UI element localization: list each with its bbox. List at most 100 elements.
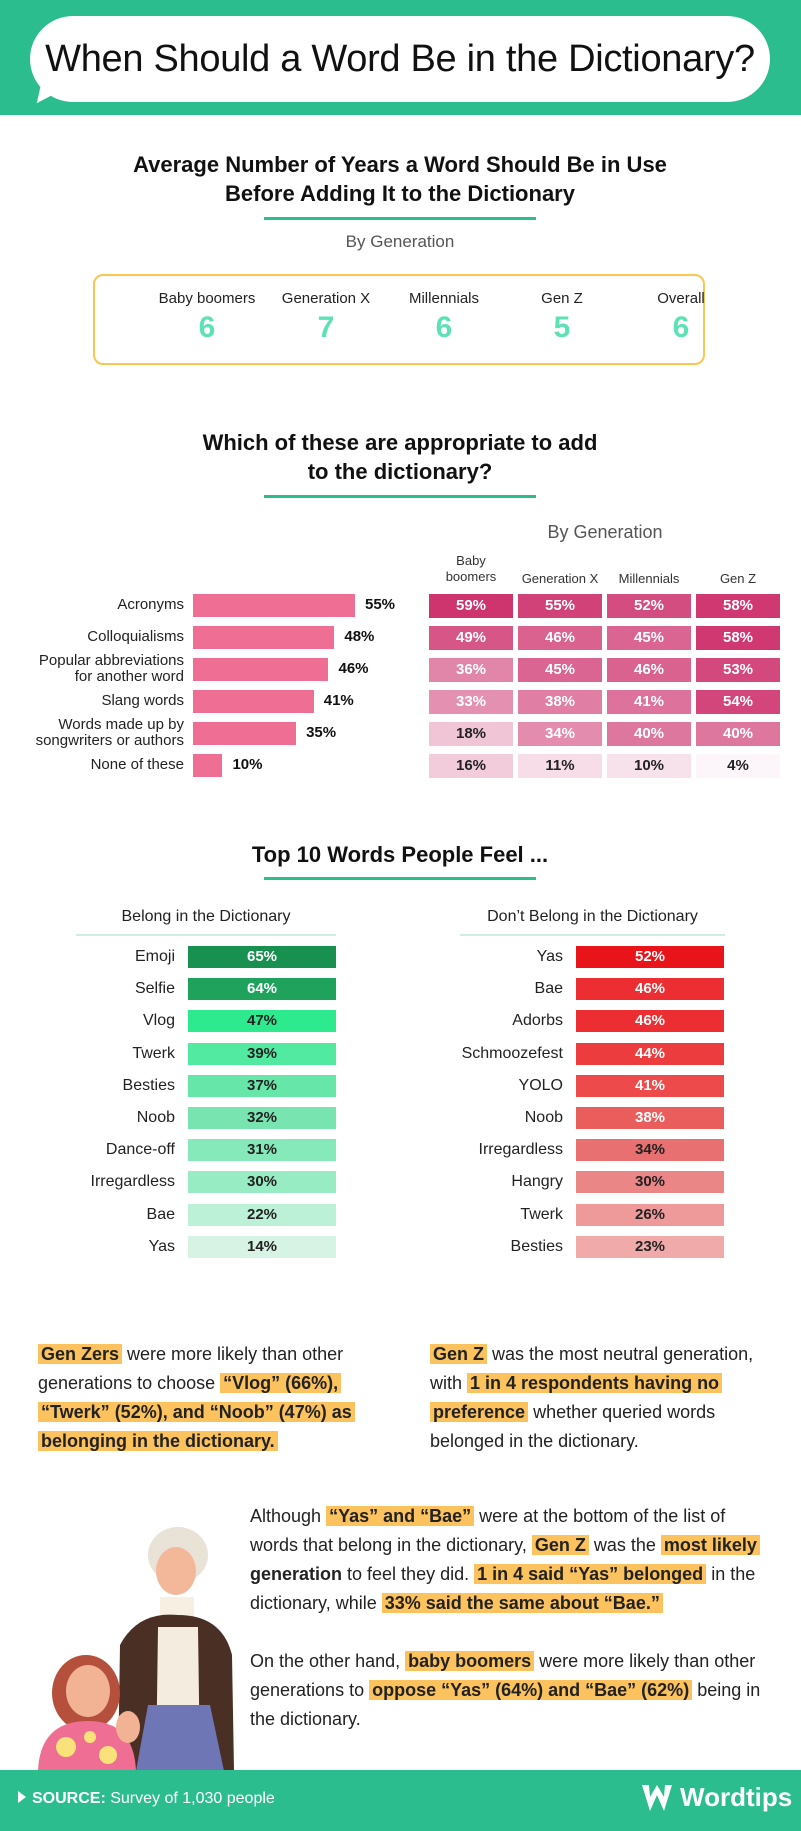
heatmap-cell: 40%	[696, 722, 780, 746]
highlight: 1 in 4 respondents having no	[467, 1373, 723, 1393]
highlight: Gen Zers	[38, 1344, 123, 1364]
section1-rule	[264, 217, 536, 220]
word-bar: 14%	[188, 1235, 336, 1258]
heatmap-cell: 41%	[607, 690, 691, 714]
word-bar: 39%	[188, 1042, 336, 1065]
section1-subheading: By Generation	[345, 232, 455, 251]
dont-belong-title-rule	[460, 934, 725, 936]
heatmap-cell: 45%	[518, 658, 602, 682]
col-head-line2: boomers	[445, 569, 497, 584]
callout-gen-zers: Gen Zers were more likely than other gen…	[38, 1340, 398, 1456]
source-label: SOURCE:	[32, 1790, 106, 1807]
row-label: Slang words	[0, 693, 184, 709]
wordtips-logo-icon	[642, 1784, 672, 1811]
heatmap-cell: 59%	[429, 594, 513, 618]
overall-bar-label: 48%	[344, 628, 375, 645]
row-label-line1: Words made up by	[58, 716, 184, 733]
section1-heading-line1: Average Number of Years a Word Should Be…	[133, 152, 667, 177]
heatmap-cell: 52%	[607, 594, 691, 618]
heatmap-cell: 4%	[696, 754, 780, 778]
section3-heading: Top 10 Words People Feel ...	[251, 842, 549, 867]
col-head-baby-boomers: Baby boomers	[427, 553, 515, 585]
word-bar: 30%	[576, 1171, 724, 1194]
overall-bar	[193, 594, 355, 617]
callout-text: in the	[706, 1564, 756, 1584]
word-bar: 41%	[576, 1074, 724, 1097]
heatmap-cell: 58%	[696, 594, 780, 618]
word-bar: 37%	[188, 1074, 336, 1097]
heatmap-cell: 46%	[607, 658, 691, 682]
word-bar: 31%	[188, 1139, 336, 1162]
col-head-line1: Millennials	[618, 571, 680, 586]
word-label: Twerk	[132, 1044, 175, 1062]
word-label: Adorbs	[512, 1012, 563, 1030]
callout-yas-bae: Although “Yas” and “Bae” were at the bot…	[250, 1502, 790, 1618]
section2-heading-line2: to the dictionary?	[307, 459, 493, 484]
word-bar: 44%	[576, 1042, 724, 1065]
word-bar: 23%	[576, 1235, 724, 1258]
col-head-line1: Generation X	[521, 571, 599, 586]
callout-baby-boomers: On the other hand, baby boomers were mor…	[250, 1647, 790, 1734]
generation-stat: Millennials 6	[384, 290, 504, 345]
callout-text: generations to	[250, 1680, 370, 1700]
heatmap-cell: 58%	[696, 626, 780, 650]
shirt-pattern	[56, 1737, 76, 1757]
dont-belong-title: Don’t Belong in the Dictionary	[487, 908, 698, 925]
footer-source: SOURCE: Survey of 1,030 people	[18, 1790, 275, 1808]
two-women-illustration	[38, 1527, 234, 1771]
younger-woman-hand	[116, 1711, 140, 1743]
shirt-pattern	[84, 1731, 96, 1743]
callout-text: Although	[250, 1506, 327, 1526]
generation-value: 6	[672, 311, 690, 344]
word-bar: 38%	[576, 1107, 724, 1129]
source-icon	[18, 1791, 26, 1803]
word-bar: 32%	[188, 1107, 336, 1129]
section3-rule	[264, 877, 536, 880]
heatmap-cell: 18%	[429, 722, 513, 746]
overall-bar	[193, 690, 314, 713]
overall-bar	[193, 722, 297, 745]
source-text: Survey of 1,030 people	[105, 1790, 275, 1807]
row-label-line1: Acronyms	[117, 596, 184, 613]
heatmap-cell: 11%	[518, 754, 602, 778]
word-bar: 65%	[188, 946, 336, 968]
row-label-line1: None of these	[90, 756, 184, 773]
heatmap-cell: 46%	[518, 626, 602, 650]
word-label: Bae	[534, 980, 563, 998]
word-label: Besties	[510, 1237, 563, 1255]
highlight: baby boomers	[405, 1651, 535, 1671]
heatmap-cell: 36%	[429, 658, 513, 682]
older-woman-skirt	[136, 1705, 224, 1771]
heatmap-cell: 49%	[429, 626, 513, 650]
row-label-line1: Popular abbreviations	[38, 652, 184, 669]
highlight: preference	[430, 1402, 529, 1422]
row-label: Popular abbreviations for another word	[0, 653, 184, 685]
row-label: Acronyms	[0, 597, 184, 613]
heatmap-cell: 55%	[518, 594, 602, 618]
highlight: Gen Z	[430, 1344, 488, 1364]
col-head-generation-x: Generation X	[516, 571, 604, 587]
col-head-line1: Gen Z	[719, 571, 757, 586]
highlight: 1 in 4 said “Yas” belonged	[474, 1564, 707, 1584]
word-label: YOLO	[518, 1076, 563, 1094]
word-bar: 34%	[576, 1139, 724, 1162]
generation-stat: Gen Z 5	[502, 290, 622, 345]
callout-text: were at the bottom of the list of	[474, 1506, 726, 1526]
highlight: Gen Z	[531, 1535, 589, 1555]
row-label-line2: for another word	[74, 668, 184, 685]
title-bubble: When Should a Word Be in the Dictionary?	[30, 16, 770, 102]
generation-label: Baby boomers	[158, 290, 256, 307]
row-label-line1: Slang words	[101, 692, 184, 709]
word-label: Besties	[122, 1076, 175, 1094]
col-head-gen-z: Gen Z	[694, 571, 782, 587]
highlight: “Twerk” (52%), and “Noob” (47%) as	[38, 1402, 355, 1422]
row-label: None of these	[0, 757, 184, 773]
footer-band	[0, 1770, 801, 1831]
callout-text: dictionary, while	[250, 1593, 382, 1613]
col-head-line1: Baby	[456, 553, 486, 568]
word-bar: 46%	[576, 1010, 724, 1033]
section2-heading: Which of these are appropriate to add to…	[150, 428, 650, 486]
brand-logo: Wordtips	[640, 1782, 792, 1813]
heatmap-cell: 10%	[607, 754, 691, 778]
callout-text: with	[430, 1373, 468, 1393]
